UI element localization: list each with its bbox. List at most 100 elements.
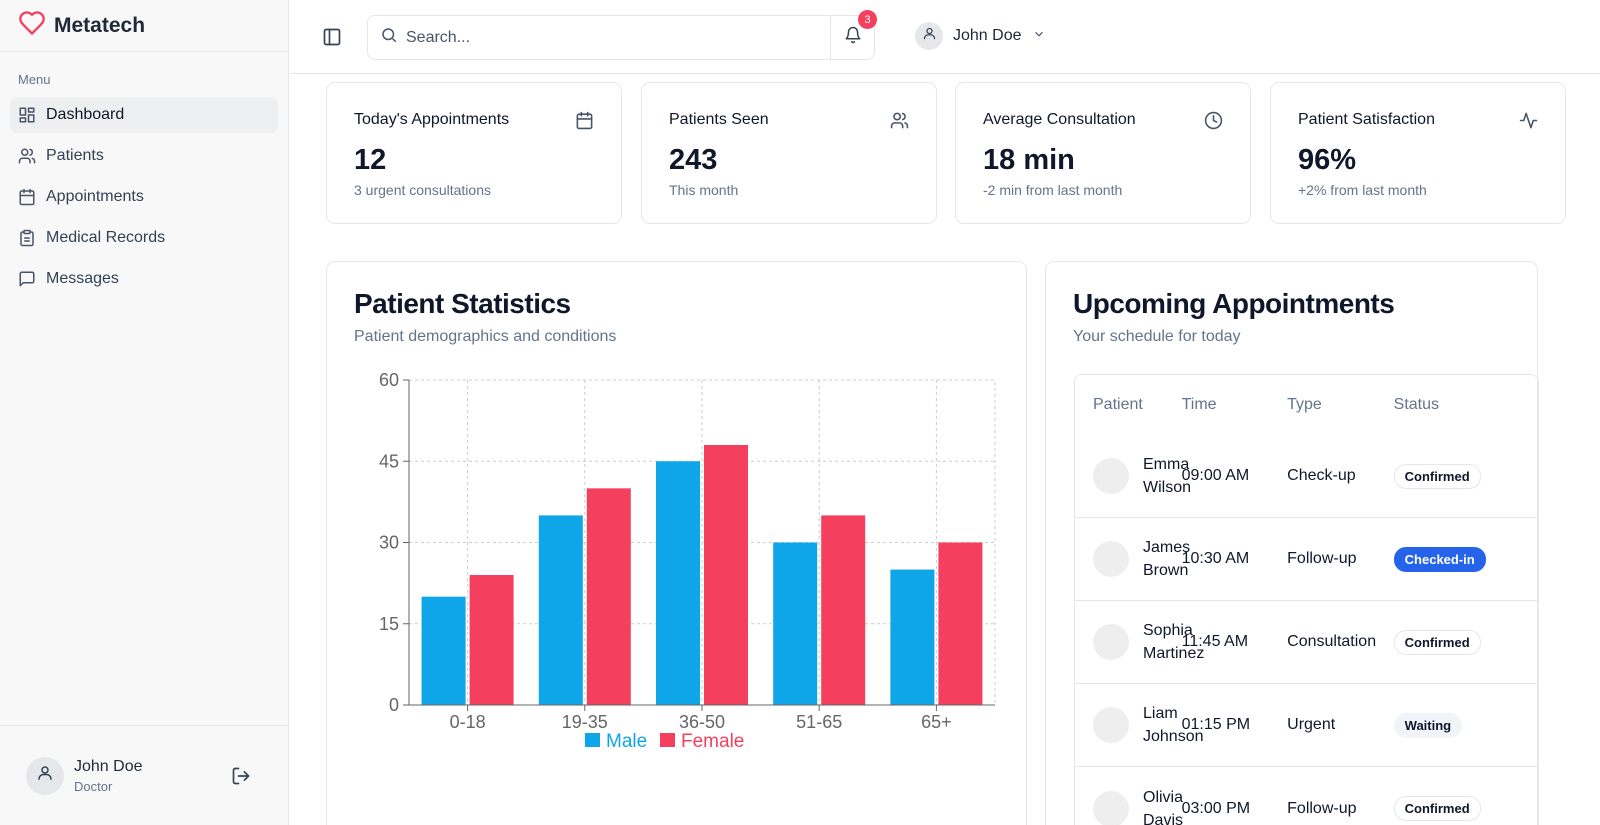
column-header: Patient xyxy=(1093,396,1143,413)
chevron-down-icon xyxy=(1032,27,1046,46)
x-tick-label: 0-18 xyxy=(450,712,486,732)
sidebar-item-dashboard[interactable]: Dashboard xyxy=(10,97,278,133)
sidebar-item-appointments[interactable]: Appointments xyxy=(10,179,278,215)
x-tick-label: 65+ xyxy=(921,712,952,732)
y-tick-label: 15 xyxy=(379,614,399,634)
avatar xyxy=(1093,790,1129,825)
sidebar-user: John Doe Doctor xyxy=(0,725,289,825)
appointment-time: 10:30 AM xyxy=(1181,550,1250,567)
avatar xyxy=(1093,624,1129,660)
logout-icon[interactable] xyxy=(231,766,251,791)
brand[interactable]: Metatech xyxy=(0,0,288,52)
card-subtitle: Your schedule for today xyxy=(1073,328,1241,345)
bar-male-51-65 xyxy=(773,542,818,705)
header-user-name: John Doe xyxy=(953,27,1022,44)
sidebar-user-role: Doctor xyxy=(74,778,113,794)
patient-statistics-chart: 0 15 30 45 60 0-18 19-35 36-50 51-65 65+ Male Femal… xyxy=(379,370,996,752)
patient-statistics-card: Patient Statistics Patient demographics … xyxy=(326,261,1027,825)
activity-icon xyxy=(1519,111,1538,135)
sidebar-user-name: John Doe xyxy=(74,757,143,775)
sidebar-item-label: Medical Records xyxy=(46,229,166,246)
bar-male-0-18 xyxy=(421,596,466,705)
stat-title: Average Consultation xyxy=(983,111,1136,128)
top-header: 3 John Doe xyxy=(290,0,1600,74)
sidebar-item-medical-records[interactable]: Medical Records xyxy=(10,220,278,256)
patient-name: Sophia Martinez xyxy=(1143,622,1205,662)
table-row[interactable]: Emma Wilson 09:00 AM Check-up Confirmed xyxy=(1075,435,1538,518)
bar-male-36-50 xyxy=(656,461,700,705)
bar-male-65+ xyxy=(890,569,935,705)
avatar xyxy=(1093,707,1129,743)
sidebar: Metatech Menu Dashboard Patients Appoint… xyxy=(0,0,289,825)
x-tick-label: 51-65 xyxy=(796,712,842,732)
appointments-table: Patient Time Type Status Emma Wilson 09:… xyxy=(1074,374,1539,825)
sidebar-item-messages[interactable]: Messages xyxy=(10,261,278,297)
sidebar-item-label: Dashboard xyxy=(46,106,125,123)
stat-card-satisfaction: Patient Satisfaction 96% +2% from last m… xyxy=(1270,82,1566,224)
patient-name: Olivia Davis xyxy=(1143,788,1184,825)
stat-value: 12 xyxy=(354,144,387,176)
status-badge: Confirmed xyxy=(1393,629,1481,655)
legend-label: Male xyxy=(606,731,647,752)
appointment-type: Urgent xyxy=(1287,716,1336,733)
appointment-time: 01:15 PM xyxy=(1181,716,1251,733)
y-tick-label: 0 xyxy=(389,695,399,715)
appointment-type: Follow-up xyxy=(1287,799,1357,817)
heart-icon xyxy=(18,9,46,42)
stat-subtext: -2 min from last month xyxy=(983,182,1123,198)
bar-female-36-50 xyxy=(704,445,748,705)
appointment-type: Consultation xyxy=(1287,633,1377,650)
stat-subtext: This month xyxy=(669,182,739,198)
stat-card-avg-consultation: Average Consultation 18 min -2 min from … xyxy=(955,82,1251,224)
bar-male-19-35 xyxy=(538,515,583,705)
x-tick-label: 19-35 xyxy=(562,712,608,732)
search-bar xyxy=(367,15,835,60)
card-subtitle: Patient demographics and conditions xyxy=(354,328,617,345)
legend-label: Female xyxy=(681,731,744,752)
menu-label: Menu xyxy=(18,72,51,87)
status-badge: Confirmed xyxy=(1393,463,1481,489)
legend-swatch xyxy=(660,733,675,747)
appointment-time: 03:00 PM xyxy=(1181,799,1251,817)
brand-name: Metatech xyxy=(54,13,146,37)
card-title: Upcoming Appointments xyxy=(1073,288,1395,319)
table-row[interactable]: James Brown 10:30 AM Follow-up Checked-i… xyxy=(1075,518,1538,601)
table-row[interactable]: Olivia Davis 03:00 PM Follow-up Confirme… xyxy=(1075,767,1538,825)
user-icon xyxy=(922,26,937,46)
patient-name: James Brown xyxy=(1143,539,1191,579)
stat-value: 243 xyxy=(669,144,718,176)
stat-card-appointments: Today's Appointments 12 3 urgent consult… xyxy=(326,82,622,224)
appointment-type: Check-up xyxy=(1287,467,1356,484)
column-header: Time xyxy=(1181,396,1217,413)
table-row[interactable]: Sophia Martinez 11:45 AM Consultation Co… xyxy=(1075,601,1538,684)
status-badge: Confirmed xyxy=(1393,796,1481,821)
sidebar-menu: Dashboard Patients Appointments Medical … xyxy=(0,97,288,297)
clipboard-icon xyxy=(18,229,36,247)
stat-value: 18 min xyxy=(983,144,1075,176)
message-icon xyxy=(18,270,36,288)
stat-subtext: +2% from last month xyxy=(1298,182,1427,198)
users-icon xyxy=(890,111,909,135)
stat-title: Today's Appointments xyxy=(354,111,510,128)
sidebar-item-patients[interactable]: Patients xyxy=(10,138,278,174)
sidebar-toggle-icon[interactable] xyxy=(322,27,342,52)
status-badge: Checked-in xyxy=(1393,546,1486,572)
search-input[interactable] xyxy=(406,28,806,47)
y-tick-label: 60 xyxy=(379,370,399,390)
stat-title: Patients Seen xyxy=(669,111,769,128)
stat-card-patients-seen: Patients Seen 243 This month xyxy=(641,82,937,224)
status-badge: Waiting xyxy=(1393,712,1463,738)
patient-name: Emma Wilson xyxy=(1143,456,1192,496)
notification-badge: 3 xyxy=(858,10,877,29)
avatar xyxy=(915,22,943,50)
users-icon xyxy=(18,147,36,165)
column-header: Status xyxy=(1393,396,1440,413)
table-row[interactable]: Liam Johnson 01:15 PM Urgent Waiting xyxy=(1075,684,1538,767)
sidebar-item-label: Messages xyxy=(46,270,119,287)
card-title: Patient Statistics xyxy=(354,288,571,319)
appointment-time: 09:00 AM xyxy=(1181,467,1250,484)
bar-female-0-18 xyxy=(469,575,514,705)
search-icon xyxy=(368,26,398,49)
y-tick-label: 45 xyxy=(379,451,399,471)
user-menu[interactable]: John Doe xyxy=(915,22,1046,50)
